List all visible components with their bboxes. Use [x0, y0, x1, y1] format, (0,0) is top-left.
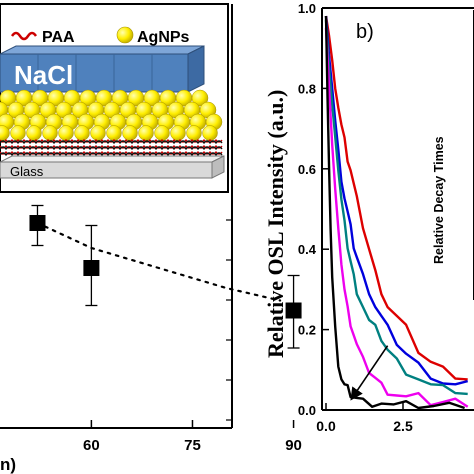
right-x-tick-label: 0.0: [316, 418, 336, 434]
agnps-legend-label: AgNPs: [137, 29, 190, 46]
paa-chain: [0, 144, 223, 149]
inset-y-axis-label: Relative Decay Times: [432, 136, 446, 264]
paa-layer: [0, 138, 223, 157]
right-y-tick-label: 0.0: [298, 403, 316, 418]
agnp-particle: [170, 125, 186, 141]
right-y-axis-label: Relative OSL Intensity (a.u.): [263, 90, 288, 358]
paa-legend-swatch: [10, 31, 38, 41]
left-data-point: [285, 302, 302, 319]
right-axis-ticks: 0.0 0.2 0.4 0.6 0.8 1.0 0.0 2.5: [298, 1, 413, 434]
left-panel: 60 75 90 n) PAA AgNPs NaCl: [0, 3, 302, 474]
left-x-tick-label: 60: [83, 437, 100, 454]
left-data-point: [29, 215, 46, 231]
left-x-tick-label: 90: [285, 437, 302, 454]
left-x-axis-label: n): [0, 455, 16, 474]
paa-chain: [0, 138, 223, 143]
agnps-layer: [0, 89, 223, 141]
paa-chain: [0, 146, 223, 151]
glass-label: Glass: [10, 164, 44, 179]
left-x-tick-label: 75: [184, 437, 201, 454]
agnp-particle: [10, 125, 26, 141]
inset-plot: Relative Decay Times: [432, 10, 474, 300]
agnp-particle: [191, 89, 209, 107]
paa-legend-label: PAA: [42, 29, 75, 46]
left-x-ticks: 60 75 90: [83, 420, 302, 454]
panel-b-label: b): [356, 21, 374, 43]
left-fit-line: [36, 221, 282, 302]
agnp-particle: [42, 125, 58, 141]
agnp-particle: [58, 125, 74, 141]
decay-curve: [324, 20, 468, 396]
left-right-axis-ticks: [226, 219, 232, 421]
agnps-legend-swatch: [116, 26, 134, 44]
decay-curve: [324, 15, 468, 381]
right-x-tick-label: 2.5: [393, 418, 413, 434]
agnp-particle: [106, 125, 122, 141]
agnp-particle: [26, 125, 42, 141]
agnp-particle: [90, 125, 106, 141]
agnp-particle: [154, 125, 170, 141]
paa-chain: [0, 152, 223, 157]
agnp-particle: [122, 125, 138, 141]
right-series-layer: [324, 15, 469, 410]
right-y-tick-label: 0.6: [298, 162, 316, 177]
right-y-tick-label: 0.2: [298, 323, 316, 338]
agnp-particle: [186, 125, 202, 141]
right-y-tick-label: 0.8: [298, 81, 316, 96]
paa-chain: [0, 140, 223, 145]
decay-trend-arrow: [350, 345, 389, 401]
left-data-point: [83, 260, 100, 276]
agnp-particle: [202, 125, 218, 141]
right-y-tick-label: 1.0: [298, 1, 316, 16]
right-panel: Relative OSL Intensity (a.u.) 0.00.20.40…: [263, 1, 474, 434]
decay-curve: [324, 15, 469, 386]
agnp-particle: [74, 125, 90, 141]
nacl-label: NaCl: [14, 60, 73, 90]
paa-chain: [0, 150, 223, 155]
right-y-tick-label: 0.4: [298, 242, 317, 257]
schematic-inset: PAA AgNPs NaCl: [0, 3, 229, 193]
glass-substrate: Glass: [0, 155, 225, 179]
left-data-layer: [29, 204, 302, 349]
nacl-crystal: NaCl: [0, 45, 205, 93]
decay-curve: [324, 28, 469, 408]
agnp-particle: [138, 125, 154, 141]
